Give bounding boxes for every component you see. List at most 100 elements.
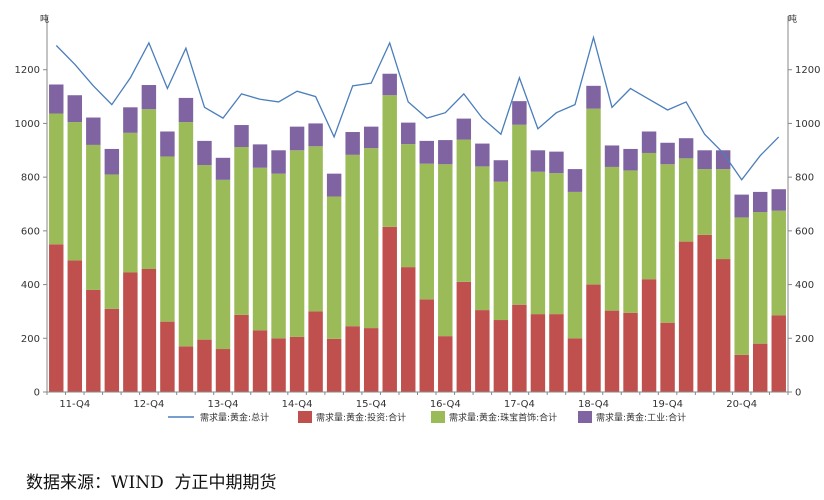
bar-industry	[493, 160, 509, 182]
bar-industry	[234, 125, 249, 148]
left-y-tick-label: 0	[34, 388, 40, 399]
bar-jewelry	[419, 163, 434, 300]
bar-investment	[697, 234, 712, 392]
bar-industry	[178, 97, 194, 123]
x-tick-label: 19-Q4	[652, 399, 683, 410]
bar-jewelry	[197, 165, 212, 340]
bar-jewelry	[160, 156, 175, 322]
bar-jewelry	[438, 164, 453, 337]
bar-investment	[623, 312, 638, 392]
right-y-tick-label: 400	[795, 280, 814, 291]
legend-label-total: 需求量:黄金:总计	[200, 412, 269, 424]
bar-industry	[567, 169, 583, 192]
bar-industry	[512, 101, 527, 125]
bar-jewelry	[456, 139, 472, 282]
bar-industry	[252, 144, 268, 168]
right-axis-unit: 吨	[788, 13, 797, 25]
bar-jewelry	[86, 144, 101, 290]
bar-jewelry	[604, 166, 620, 311]
bar-industry	[382, 73, 397, 96]
bar-investment	[141, 268, 157, 392]
bar-industry	[771, 189, 786, 211]
bar-investment	[752, 343, 768, 392]
right-y-tick-label: 600	[795, 226, 814, 237]
bar-jewelry	[363, 148, 379, 329]
bar-industry	[345, 132, 360, 155]
bar-industry	[549, 151, 564, 174]
bar-investment	[734, 354, 749, 392]
bar-industry	[271, 150, 286, 174]
bar-jewelry	[252, 167, 268, 331]
left-axis-unit: 吨	[40, 13, 49, 25]
bar-jewelry	[752, 212, 768, 344]
left-y-tick-label: 200	[21, 334, 40, 345]
bar-investment	[678, 241, 694, 392]
bar-jewelry	[586, 108, 601, 285]
bar-investment	[493, 320, 509, 392]
x-tick-label: 13-Q4	[208, 399, 239, 410]
right-y-tick-label: 800	[795, 173, 814, 184]
bar-investment	[271, 338, 286, 392]
bar-industry	[734, 194, 749, 218]
bar-jewelry	[567, 191, 583, 339]
right-y-tick-label: 0	[795, 388, 801, 399]
bar-industry	[123, 107, 138, 133]
legend-swatch-industry	[578, 411, 592, 423]
bar-investment	[604, 310, 620, 392]
bar-investment	[586, 284, 601, 392]
bar-investment	[401, 267, 416, 392]
bar-jewelry	[678, 158, 694, 242]
bar-jewelry	[512, 124, 527, 305]
x-tick-label: 20-Q4	[726, 399, 757, 410]
bar-jewelry	[401, 144, 416, 268]
bar-industry	[363, 126, 379, 149]
right-y-tick-label: 1200	[795, 65, 820, 76]
legend-swatch-jewelry	[431, 411, 445, 423]
legend-label-investment: 需求量:黄金:投资:合计	[316, 412, 406, 424]
bar-investment	[512, 304, 527, 392]
left-y-tick-label: 800	[21, 173, 40, 184]
bar-industry	[604, 145, 620, 167]
bar-industry	[475, 143, 490, 167]
bar-jewelry	[123, 132, 138, 273]
x-tick-label: 12-Q4	[133, 399, 164, 410]
bar-investment	[160, 321, 175, 392]
bar-jewelry	[475, 166, 490, 311]
bar-investment	[234, 314, 249, 392]
bar-jewelry	[67, 122, 83, 261]
bar-investment	[549, 314, 564, 392]
bar-investment	[289, 336, 305, 392]
bar-industry	[326, 173, 342, 197]
bar-investment	[438, 336, 453, 392]
line-total-demand	[55, 35, 780, 181]
left-y-tick-label: 400	[21, 280, 40, 291]
bar-investment	[771, 315, 786, 392]
bar-industry	[623, 148, 638, 171]
left-y-tick-label: 1000	[15, 119, 40, 130]
bar-industry	[67, 95, 83, 123]
bar-jewelry	[549, 173, 564, 315]
bar-industry	[160, 131, 175, 157]
bar-jewelry	[234, 147, 249, 315]
bar-investment	[456, 281, 472, 392]
x-tick-label: 16-Q4	[430, 399, 461, 410]
x-tick-label: 18-Q4	[578, 399, 609, 410]
bar-jewelry	[104, 174, 120, 309]
bar-investment	[363, 328, 379, 392]
left-y-tick-label: 600	[21, 226, 40, 237]
bar-industry	[86, 117, 101, 145]
x-tick-label: 14-Q4	[282, 399, 313, 410]
bar-jewelry	[697, 169, 712, 235]
bar-industry	[49, 84, 64, 114]
bar-jewelry	[326, 196, 342, 339]
bar-jewelry	[141, 109, 157, 269]
bar-industry	[678, 138, 694, 159]
bar-investment	[215, 349, 231, 392]
bar-investment	[419, 299, 434, 392]
bar-industry	[104, 148, 120, 175]
bar-investment	[104, 308, 120, 392]
right-y-tick-label: 1000	[795, 119, 820, 130]
bar-industry	[715, 150, 731, 170]
bar-jewelry	[308, 146, 323, 312]
bar-jewelry	[345, 154, 360, 327]
